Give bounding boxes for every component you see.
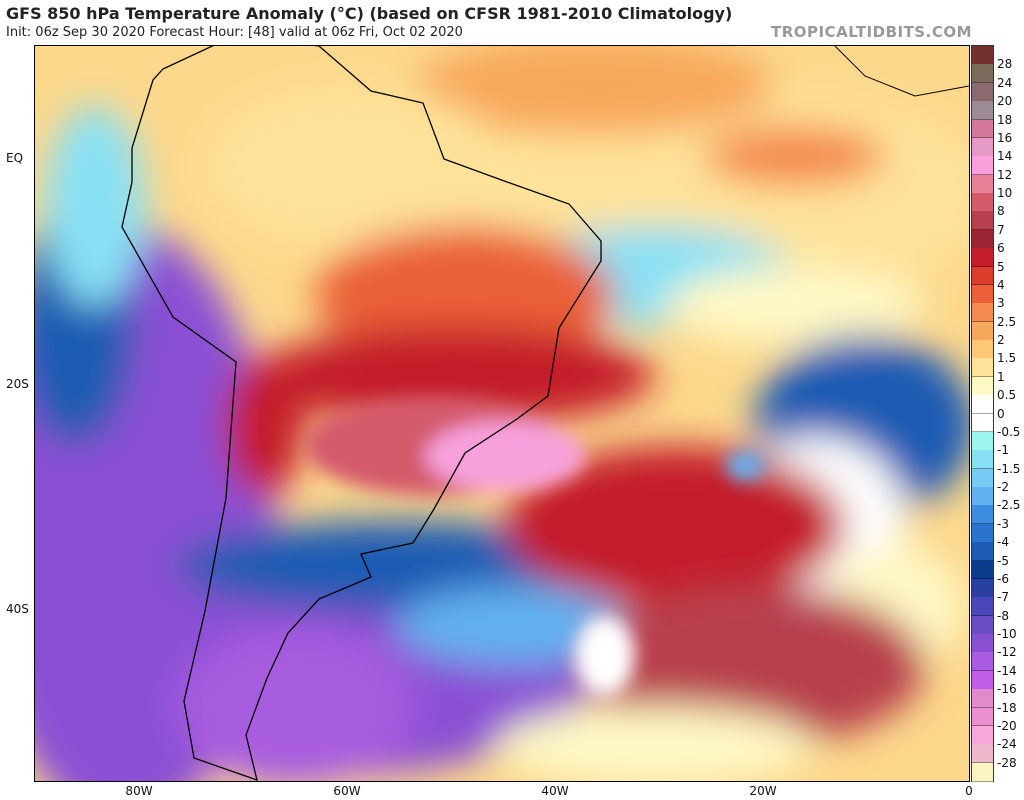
colorbar-band: [972, 487, 993, 506]
colorbar-label: 5: [997, 259, 1005, 274]
colorbar-label: -14: [997, 663, 1017, 678]
south-america-coastline: [121, 46, 602, 781]
colorbar-band: [972, 193, 993, 212]
colorbar-label: 10: [997, 186, 1013, 200]
colorbar-label: 0: [997, 406, 1005, 421]
lat-label-40s: 40S: [6, 602, 29, 616]
colorbar-band: [972, 560, 993, 580]
colorbar-band: [972, 321, 993, 341]
west-africa-coastline: [834, 46, 969, 97]
colorbar-label: 2: [997, 333, 1005, 347]
anomaly-field: [35, 46, 969, 781]
lat-label-eq: EQ: [6, 151, 24, 165]
colorbar-band: [972, 284, 993, 304]
colorbar-label: 16: [997, 130, 1013, 145]
lon-label-60w: 60W: [333, 784, 361, 798]
colorbar-label: -7: [997, 590, 1009, 605]
colorbar-label: -12: [997, 645, 1017, 660]
colorbar-band: [972, 615, 993, 635]
colorbar-band: [972, 578, 993, 598]
colorbar-label: -1.5: [997, 461, 1021, 476]
colorbar-band: [972, 450, 993, 470]
colorbar-band: [972, 340, 993, 359]
colorbar-label: -4: [997, 535, 1009, 550]
colorbar-label: 7: [997, 222, 1005, 237]
lon-label-0: 0: [965, 784, 973, 798]
colorbar-label: -24: [997, 737, 1017, 752]
colorbar-band: [972, 156, 993, 176]
colorbar-label: -2: [997, 480, 1009, 494]
colorbar-band: [972, 670, 993, 690]
colorbar-band: [972, 64, 993, 84]
colorbar-label: 6: [997, 241, 1005, 256]
colorbar-label: -6: [997, 571, 1009, 586]
colorbar-label: 0.5: [997, 388, 1017, 403]
colorbar-band: [972, 211, 993, 231]
colorbar-band: [972, 634, 993, 653]
colorbar-band: [972, 744, 993, 764]
site-watermark: TROPICALTIDBITS.COM: [771, 23, 972, 41]
colorbar-band: [972, 82, 993, 102]
lon-label-20w: 20W: [749, 784, 777, 798]
colorbar-band: [972, 119, 993, 139]
colorbar-label: 1.5: [997, 351, 1017, 366]
colorbar-label: -0.5: [997, 424, 1021, 439]
colorbar-label: 24: [997, 75, 1013, 90]
colorbar-band: [972, 376, 993, 396]
map-title: GFS 850 hPa Temperature Anomaly (°C) (ba…: [6, 4, 733, 23]
colorbar-label: 28: [997, 57, 1013, 72]
colorbar-band: [972, 542, 993, 561]
colorbar-band: [972, 303, 993, 323]
lon-label-80w: 80W: [125, 784, 153, 798]
colorbar-band: [972, 248, 993, 267]
colorbar-band: [972, 413, 993, 433]
colorbar-band: [972, 101, 993, 120]
lat-label-20s: 20S: [6, 377, 29, 391]
colorbar-label: -3: [997, 516, 1009, 531]
colorbar-band: [972, 266, 993, 286]
colorbar-label: 3: [997, 296, 1005, 311]
colorbar-label: -1: [997, 443, 1009, 458]
colorbar-band: [972, 137, 993, 157]
colorbar-band: [972, 597, 993, 617]
colorbar-band: [972, 762, 993, 782]
colorbar-band: [972, 689, 993, 708]
colorbar-band: [972, 523, 993, 543]
colorbar-band: [972, 652, 993, 672]
colorbar-label: -20: [997, 718, 1017, 733]
colorbar-band: [972, 505, 993, 525]
colorbar-label: -2.5: [997, 498, 1021, 513]
map-subtitle: Init: 06z Sep 30 2020 Forecast Hour: [48…: [6, 25, 463, 40]
colorbar-label: 8: [997, 204, 1005, 219]
colorbar: [971, 45, 994, 782]
colorbar-label: 4: [997, 277, 1005, 292]
colorbar-band: [972, 395, 993, 414]
colorbar-band: [972, 468, 993, 488]
colorbar-label: -16: [997, 682, 1017, 697]
colorbar-label: 2.5: [997, 314, 1017, 329]
colorbar-band: [972, 431, 993, 451]
colorbar-band: [972, 174, 993, 194]
lon-label-40w: 40W: [541, 784, 569, 798]
colorbar-label: 18: [997, 112, 1013, 127]
colorbar-label: 1: [997, 369, 1005, 384]
colorbar-label: 20: [997, 94, 1013, 109]
temperature-anomaly-map: [34, 45, 970, 782]
colorbar-label: -18: [997, 700, 1017, 715]
colorbar-label: -10: [997, 627, 1017, 641]
colorbar-label: -28: [997, 755, 1017, 770]
colorbar-band: [972, 229, 993, 249]
colorbar-band: [972, 358, 993, 378]
colorbar-label: -5: [997, 553, 1009, 568]
colorbar-label: -8: [997, 608, 1009, 623]
colorbar-band: [972, 46, 993, 65]
colorbar-label: 14: [997, 149, 1013, 164]
colorbar-band: [972, 725, 993, 745]
colorbar-band: [972, 707, 993, 727]
colorbar-label: 12: [997, 167, 1013, 182]
